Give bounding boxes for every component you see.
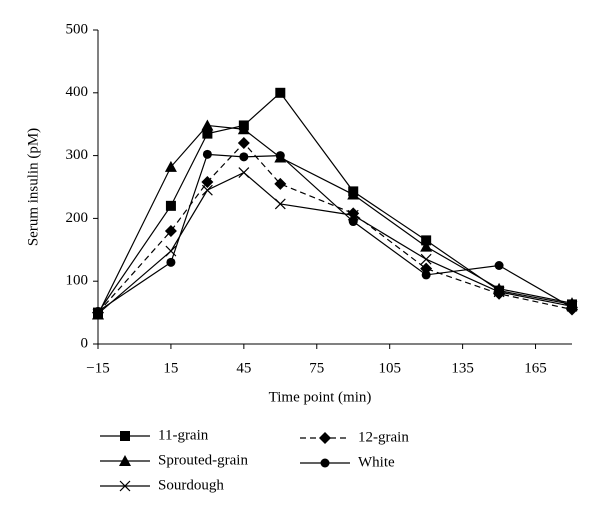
marker bbox=[93, 306, 103, 316]
x-tick-label: 135 bbox=[451, 360, 474, 376]
marker bbox=[238, 167, 250, 178]
legend-label: White bbox=[358, 454, 395, 470]
x-tick-label: 75 bbox=[309, 360, 324, 376]
y-tick-label: 0 bbox=[81, 335, 89, 351]
marker bbox=[201, 175, 214, 188]
marker bbox=[274, 198, 286, 210]
marker bbox=[239, 152, 249, 162]
x-tick-label: 105 bbox=[378, 360, 401, 376]
marker bbox=[348, 217, 358, 227]
x-tick-label: 15 bbox=[163, 360, 178, 376]
marker bbox=[421, 270, 431, 280]
marker bbox=[420, 240, 433, 252]
y-tick-label: 200 bbox=[66, 210, 89, 226]
y-tick-label: 100 bbox=[66, 273, 89, 289]
marker bbox=[347, 188, 360, 200]
marker bbox=[420, 253, 432, 265]
marker bbox=[320, 458, 330, 468]
x-axis-label: Time point (min) bbox=[269, 389, 372, 405]
marker bbox=[202, 149, 212, 159]
marker bbox=[120, 431, 130, 441]
x-tick-label: 165 bbox=[524, 360, 547, 376]
marker bbox=[493, 287, 506, 300]
marker bbox=[201, 119, 214, 131]
marker bbox=[165, 245, 177, 257]
marker bbox=[165, 200, 176, 211]
marker bbox=[494, 261, 504, 270]
y-tick-label: 500 bbox=[66, 21, 89, 37]
marker bbox=[275, 87, 286, 98]
marker bbox=[237, 137, 250, 150]
y-tick-label: 300 bbox=[66, 147, 89, 163]
legend-label: 11-grain bbox=[158, 427, 209, 443]
x-tick-label: 45 bbox=[236, 360, 251, 376]
marker bbox=[202, 128, 213, 139]
series-line bbox=[97, 142, 573, 313]
marker bbox=[567, 303, 577, 313]
legend-label: Sourdough bbox=[158, 477, 224, 493]
marker bbox=[164, 224, 177, 237]
marker bbox=[274, 177, 287, 190]
y-tick-label: 400 bbox=[66, 84, 89, 100]
marker bbox=[421, 235, 432, 246]
x-tick-label: −15 bbox=[86, 360, 109, 376]
marker bbox=[319, 432, 331, 444]
marker bbox=[119, 455, 131, 466]
marker bbox=[275, 151, 285, 161]
marker bbox=[237, 123, 250, 135]
marker bbox=[164, 160, 177, 172]
legend-label: 12-grain bbox=[358, 429, 409, 445]
legend-label: Sprouted-grain bbox=[158, 452, 248, 468]
y-axis-label: Serum insulin (pM) bbox=[25, 128, 41, 246]
marker bbox=[347, 207, 360, 220]
marker bbox=[119, 480, 131, 492]
marker bbox=[166, 257, 176, 267]
